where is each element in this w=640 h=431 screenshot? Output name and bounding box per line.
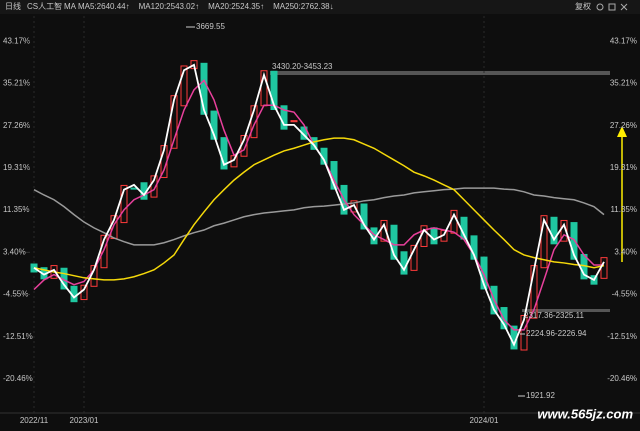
ma-line xyxy=(33,137,605,281)
trend-arrow-head xyxy=(617,126,627,137)
adjust[interactable]: 复权 xyxy=(575,1,591,11)
candle-body xyxy=(540,215,548,269)
y2-tick-label: 3.40% xyxy=(614,247,637,256)
candle-body xyxy=(560,219,568,242)
top-bar xyxy=(0,0,640,14)
y2-tick-label: 35.21% xyxy=(610,79,637,88)
annotation: 3669.55 xyxy=(196,22,225,31)
candle-body xyxy=(390,224,398,260)
y-tick-label: -4.55% xyxy=(3,290,28,299)
window-icon[interactable] xyxy=(608,3,616,11)
annotation: 2224.96-2226.94 xyxy=(526,329,587,338)
annotation: 3430.20-3453.23 xyxy=(272,62,333,71)
candle-body xyxy=(290,120,298,123)
y2-tick-label: -4.55% xyxy=(612,290,637,299)
annotation: 1921.92 xyxy=(526,391,555,400)
y-tick-label: 3.40% xyxy=(3,247,26,256)
y2-tick-label: 43.17% xyxy=(610,36,637,45)
range-band xyxy=(522,309,610,312)
y2-tick-label: 27.26% xyxy=(610,121,637,130)
security-name: CS人工智 xyxy=(27,1,62,11)
ma-line xyxy=(33,187,605,246)
toolbar-icons xyxy=(596,3,628,11)
ma-line xyxy=(33,63,605,347)
y-tick-label: 35.21% xyxy=(3,79,30,88)
x-tick-label: 2023/01 xyxy=(70,416,99,425)
watermark: www.565jz.com xyxy=(537,406,633,421)
settings-icon[interactable] xyxy=(596,3,604,11)
legend-entry: MA5:2640.44↑ xyxy=(78,2,130,11)
y-tick-label: 11.35% xyxy=(3,205,30,214)
y-tick-label: -12.51% xyxy=(3,332,33,341)
y2-tick-label: 19.31% xyxy=(610,163,637,172)
annotation: 2317.36-2325.11 xyxy=(524,311,584,320)
x-tick-label: 2024/01 xyxy=(470,416,499,425)
candle-body xyxy=(410,244,418,271)
candle-body xyxy=(150,175,158,198)
legend-entry: MA20:2524.35↑ xyxy=(208,2,264,11)
y2-tick-label: 11.35% xyxy=(610,205,637,214)
candle-body xyxy=(380,219,388,242)
close-icon[interactable] xyxy=(620,3,628,11)
candle-body xyxy=(550,216,558,245)
y-tick-label: -20.46% xyxy=(3,374,33,383)
y-tick-label: 27.26% xyxy=(3,121,30,130)
candle-body xyxy=(270,70,278,111)
candle-body xyxy=(360,203,368,230)
range-band xyxy=(270,71,610,75)
candle-body xyxy=(180,65,188,107)
indicator[interactable]: MA xyxy=(64,2,77,11)
candle-body xyxy=(200,62,208,115)
y-tick-label: 43.17% xyxy=(3,36,30,45)
period[interactable]: 日线 xyxy=(5,1,21,11)
candle-body xyxy=(120,184,128,224)
x-tick-label: 2022/11 xyxy=(20,416,49,425)
y2-tick-label: -20.46% xyxy=(607,374,637,383)
legend-entry: MA250:2762.38↓ xyxy=(273,2,334,11)
candle-body xyxy=(430,227,438,245)
legend-entry: MA120:2543.02↑ xyxy=(139,2,200,11)
candle-body xyxy=(170,95,178,149)
y2-tick-label: -12.51% xyxy=(607,332,637,341)
y-tick-label: 19.31% xyxy=(3,163,30,172)
